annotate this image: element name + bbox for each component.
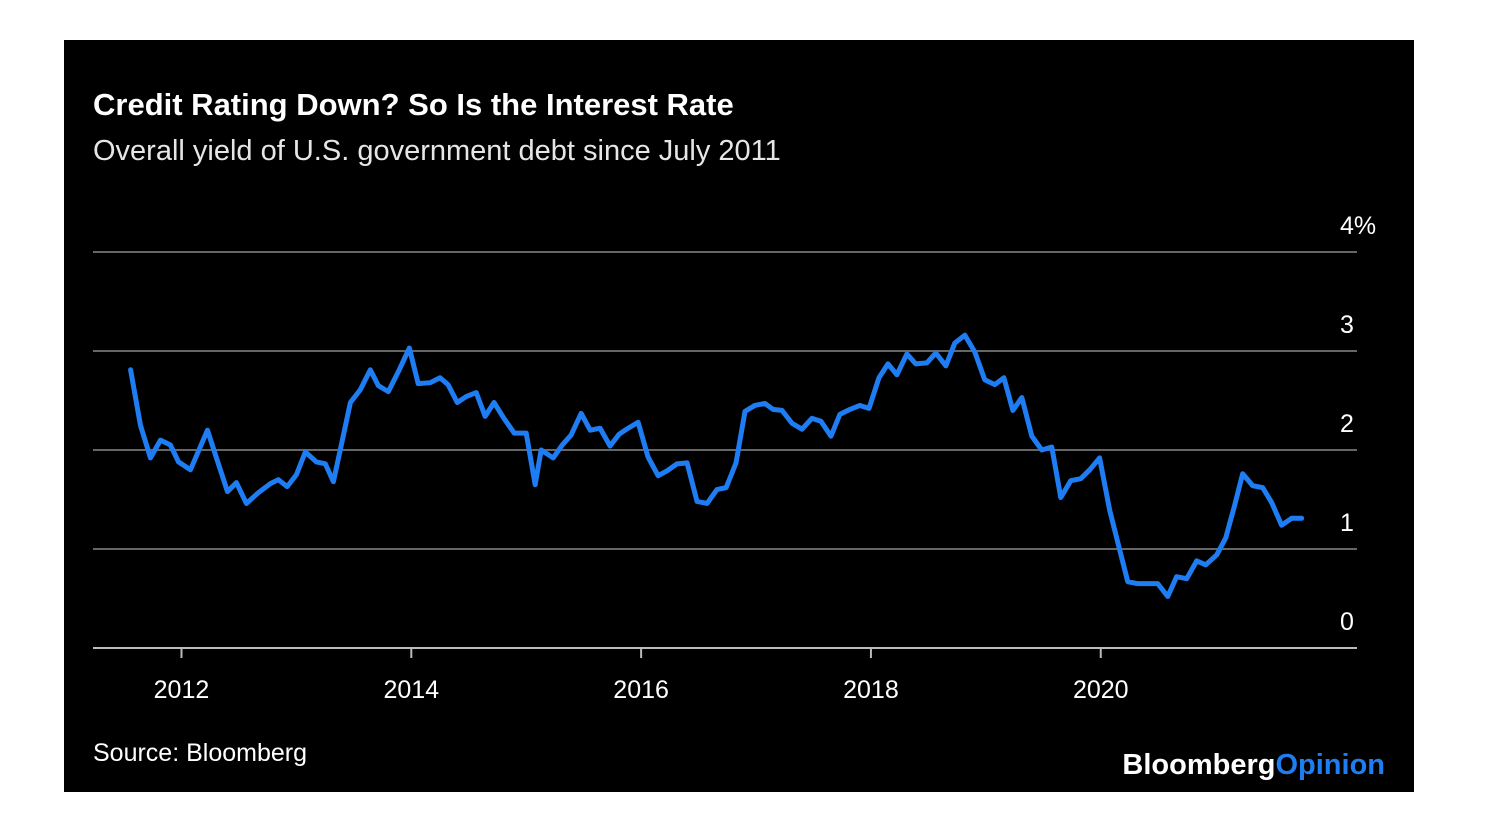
y-tick-label: 4% xyxy=(1340,212,1376,240)
line xyxy=(128,332,1305,600)
x-tick-label: 2014 xyxy=(383,676,439,704)
brand-name: Bloomberg xyxy=(1122,749,1275,781)
source: Source: Bloomberg xyxy=(93,739,307,767)
y-tick-label: 0 xyxy=(1340,608,1354,636)
brand: BloombergOpinion xyxy=(1122,749,1385,781)
x-tick-label: 2018 xyxy=(843,676,899,704)
chart-subtitle: Overall yield of U.S. government debt si… xyxy=(93,135,781,167)
y-tick-label: 1 xyxy=(1340,509,1354,537)
x-tick-label: 2012 xyxy=(154,676,210,704)
x-tick-label: 2016 xyxy=(613,676,669,704)
chart-title: Credit Rating Down? So Is the Interest R… xyxy=(93,87,734,122)
panel xyxy=(64,40,1414,792)
x-tick-label: 2020 xyxy=(1073,676,1129,704)
y-tick-label: 2 xyxy=(1340,410,1354,438)
y-tick-label: 3 xyxy=(1340,311,1354,339)
brand-section: Opinion xyxy=(1275,749,1385,781)
